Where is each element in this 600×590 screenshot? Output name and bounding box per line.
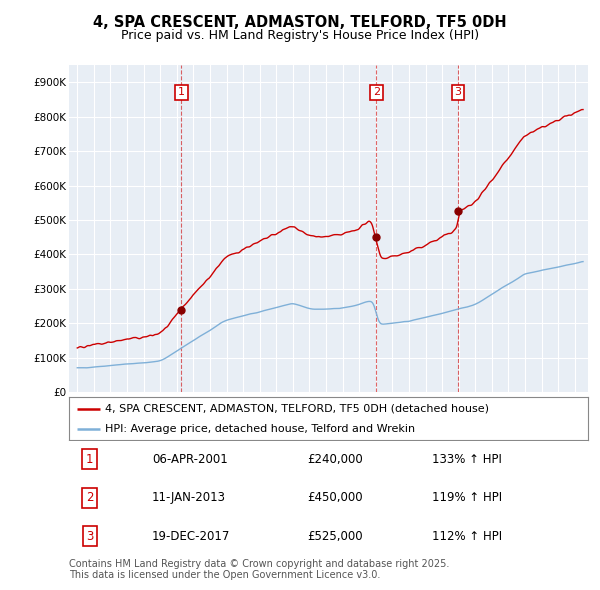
Text: 3: 3: [455, 87, 461, 97]
Text: 3: 3: [86, 529, 94, 543]
Text: 119% ↑ HPI: 119% ↑ HPI: [432, 491, 502, 504]
Text: 2: 2: [86, 491, 94, 504]
Text: 1: 1: [178, 87, 185, 97]
Text: 06-APR-2001: 06-APR-2001: [152, 453, 228, 466]
Text: 4, SPA CRESCENT, ADMASTON, TELFORD, TF5 0DH (detached house): 4, SPA CRESCENT, ADMASTON, TELFORD, TF5 …: [106, 404, 490, 414]
Text: 112% ↑ HPI: 112% ↑ HPI: [432, 529, 502, 543]
Text: 133% ↑ HPI: 133% ↑ HPI: [432, 453, 502, 466]
Text: £525,000: £525,000: [308, 529, 364, 543]
Text: 11-JAN-2013: 11-JAN-2013: [152, 491, 226, 504]
Text: £450,000: £450,000: [308, 491, 364, 504]
Text: 4, SPA CRESCENT, ADMASTON, TELFORD, TF5 0DH: 4, SPA CRESCENT, ADMASTON, TELFORD, TF5 …: [93, 15, 507, 30]
Text: HPI: Average price, detached house, Telford and Wrekin: HPI: Average price, detached house, Telf…: [106, 424, 415, 434]
Text: 19-DEC-2017: 19-DEC-2017: [152, 529, 230, 543]
Text: Price paid vs. HM Land Registry's House Price Index (HPI): Price paid vs. HM Land Registry's House …: [121, 30, 479, 42]
Text: 1: 1: [86, 453, 94, 466]
Text: Contains HM Land Registry data © Crown copyright and database right 2025.
This d: Contains HM Land Registry data © Crown c…: [69, 559, 449, 581]
Text: 2: 2: [373, 87, 380, 97]
Text: £240,000: £240,000: [308, 453, 364, 466]
